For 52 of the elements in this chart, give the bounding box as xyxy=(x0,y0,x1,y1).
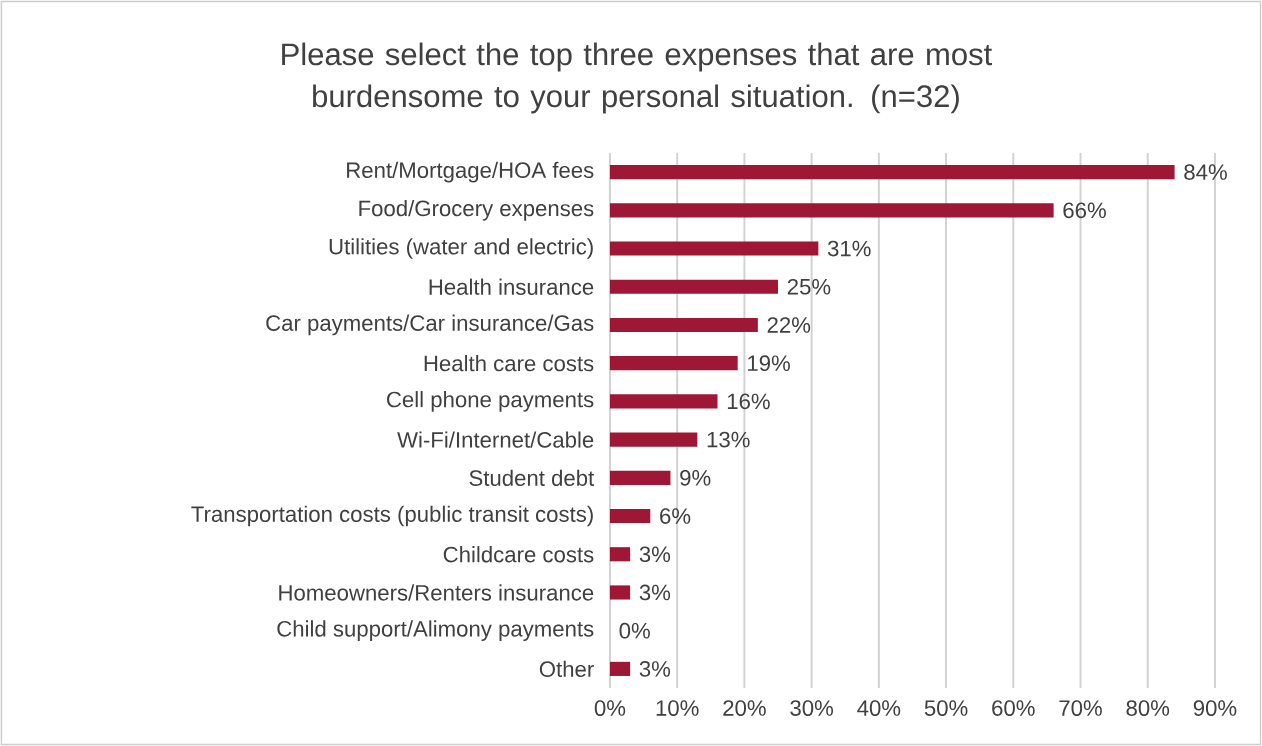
y-tick-label: Wi-Fi/Internet/Cable xyxy=(397,431,594,448)
data-label: 3% xyxy=(639,546,671,563)
x-tick-label: 40% xyxy=(857,700,901,716)
bar xyxy=(609,317,758,333)
bar xyxy=(609,432,698,447)
x-tick-label: 50% xyxy=(924,700,968,716)
data-label: 66% xyxy=(1063,202,1106,219)
bar xyxy=(609,279,779,294)
data-label: 25% xyxy=(787,278,831,295)
y-tick-label: Student debt xyxy=(469,469,595,486)
y-tick-label: Rent/Mortgage/HOA fees xyxy=(347,161,594,183)
y-tick-label: Childcare costs xyxy=(443,546,594,563)
data-label: 0% xyxy=(619,622,650,639)
y-tick-label: Health care costs xyxy=(424,355,594,372)
x-tick-label: 80% xyxy=(1126,700,1170,716)
bar xyxy=(609,203,1054,218)
data-label: 22% xyxy=(767,317,811,333)
x-tick-label: 20% xyxy=(723,700,766,716)
data-label: 16% xyxy=(727,393,770,410)
x-tick-label: 0% xyxy=(594,700,626,716)
data-label: 19% xyxy=(748,355,790,372)
x-tick-label: 30% xyxy=(790,700,834,716)
bar xyxy=(609,165,1175,180)
bar xyxy=(609,508,651,524)
y-tick-label: Car payments/Car insurance/Gas xyxy=(266,314,594,336)
y-tick-label: Child support/Alimony payments xyxy=(277,620,594,642)
bar xyxy=(609,547,631,562)
bar xyxy=(609,356,738,371)
data-label: 6% xyxy=(660,508,691,524)
x-tick-label: 90% xyxy=(1193,700,1237,716)
data-label: 9% xyxy=(680,469,711,486)
y-tick-label: Utilities (water and electric) xyxy=(329,238,593,259)
bar xyxy=(609,585,631,600)
data-label: 31% xyxy=(827,240,871,257)
data-label: 3% xyxy=(639,584,671,601)
data-label: 3% xyxy=(639,661,671,677)
bar xyxy=(609,241,819,256)
bar xyxy=(609,470,671,485)
x-tick-label: 70% xyxy=(1059,700,1102,716)
y-tick-label: Health insurance xyxy=(429,278,594,295)
chart-title: Please select the top three expenses that are most burdensome to your personal situation. (n=32) xyxy=(282,42,993,114)
y-tick-label: Other xyxy=(539,660,594,678)
x-tick-label: 10% xyxy=(656,700,699,716)
x-tick-label: 60% xyxy=(992,700,1035,716)
bar xyxy=(609,661,631,676)
y-tick-label: Transportation costs (public transit costs) xyxy=(191,505,593,527)
y-tick-label: Cell phone payments xyxy=(387,391,594,412)
y-tick-label: Homeowners/Renters insurance xyxy=(279,584,594,601)
y-tick-label: Food/Grocery expenses xyxy=(359,199,594,221)
bar xyxy=(609,394,718,409)
data-label: 13% xyxy=(707,431,750,448)
data-label: 84% xyxy=(1184,164,1227,180)
